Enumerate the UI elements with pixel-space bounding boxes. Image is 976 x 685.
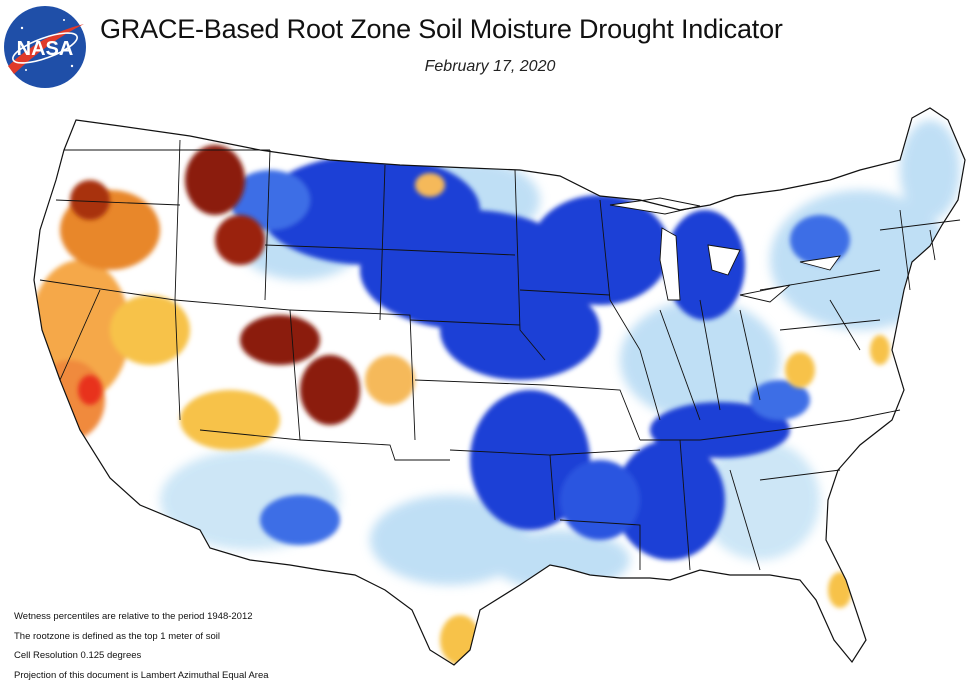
note-cell-resolution: Cell Resolution 0.125 degrees xyxy=(14,646,269,666)
note-rootzone-definition: The rootzone is defined as the top 1 met… xyxy=(14,627,269,647)
note-percentile-period: Wetness percentiles are relative to the … xyxy=(14,607,269,627)
note-projection: Projection of this document is Lambert A… xyxy=(14,666,269,685)
drought-index-shading xyxy=(0,90,976,681)
map-notes: Wetness percentiles are relative to the … xyxy=(14,607,269,685)
